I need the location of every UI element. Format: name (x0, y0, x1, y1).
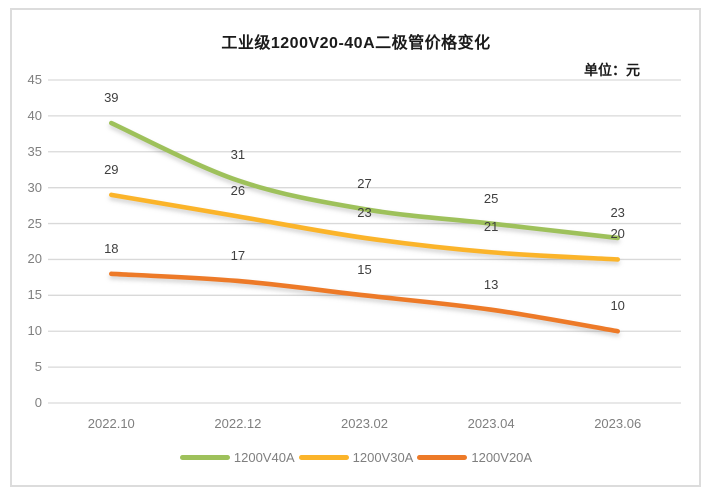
legend-label: 1200V30A (352, 450, 414, 465)
y-tick-label: 35 (27, 143, 42, 159)
y-tick-label: 45 (27, 72, 42, 87)
data-label-1200V30A: 29 (104, 161, 119, 177)
data-label-1200V40A: 23 (610, 204, 625, 220)
legend-swatch-icon (417, 455, 468, 460)
legend-label: 1200V40A (233, 450, 295, 465)
legend-label: 1200V20A (471, 450, 533, 465)
y-tick-label: 15 (27, 287, 42, 303)
legend-item-1200V40A: 1200V40A (179, 450, 295, 465)
data-label-1200V30A: 21 (483, 219, 499, 235)
y-tick-label: 40 (27, 107, 42, 123)
data-label-1200V20A: 18 (104, 240, 119, 256)
y-tick-label: 10 (27, 323, 42, 339)
y-tick-label: 5 (34, 359, 42, 375)
chart-title: 工业级1200V20-40A二极管价格变化 (221, 35, 491, 52)
data-label-1200V20A: 15 (357, 262, 372, 278)
data-label-1200V30A: 20 (610, 226, 625, 242)
data-label-1200V20A: 13 (483, 276, 499, 292)
legend-item-1200V20A: 1200V20A (417, 450, 532, 465)
x-category-label: 2023.04 (467, 416, 515, 431)
unit-label: 单位：元 (584, 62, 640, 78)
series-line-1200V20A (109, 271, 620, 334)
data-label-1200V30A: 26 (230, 183, 246, 199)
data-label-1200V40A: 27 (357, 176, 372, 192)
y-tick-label: 20 (27, 251, 42, 267)
data-label-1200V20A: 10 (610, 298, 625, 314)
y-tick-label: 0 (34, 395, 42, 410)
legend-swatch-icon (179, 455, 230, 460)
x-category-label: 2023.06 (594, 416, 642, 431)
legend-item-1200V30A: 1200V30A (298, 450, 414, 465)
x-category-label: 2022.10 (87, 416, 135, 431)
data-label-1200V40A: 31 (230, 147, 246, 163)
data-label-1200V40A: 25 (483, 190, 499, 206)
series-line-1200V30A (109, 192, 620, 262)
data-label-1200V20A: 17 (230, 247, 246, 263)
legend-swatch-icon (298, 455, 349, 460)
y-tick-label: 30 (27, 179, 42, 195)
series-line-1200V40A (109, 120, 620, 241)
x-category-label: 2023.02 (341, 416, 388, 431)
data-label-1200V30A: 23 (357, 204, 372, 220)
y-tick-label: 25 (27, 215, 42, 231)
x-category-label: 2022.12 (214, 416, 262, 431)
chart-border (10, 8, 701, 487)
legend: 1200V40A 1200V30A 1200V20A (0, 450, 712, 465)
data-label-1200V40A: 39 (104, 90, 119, 106)
